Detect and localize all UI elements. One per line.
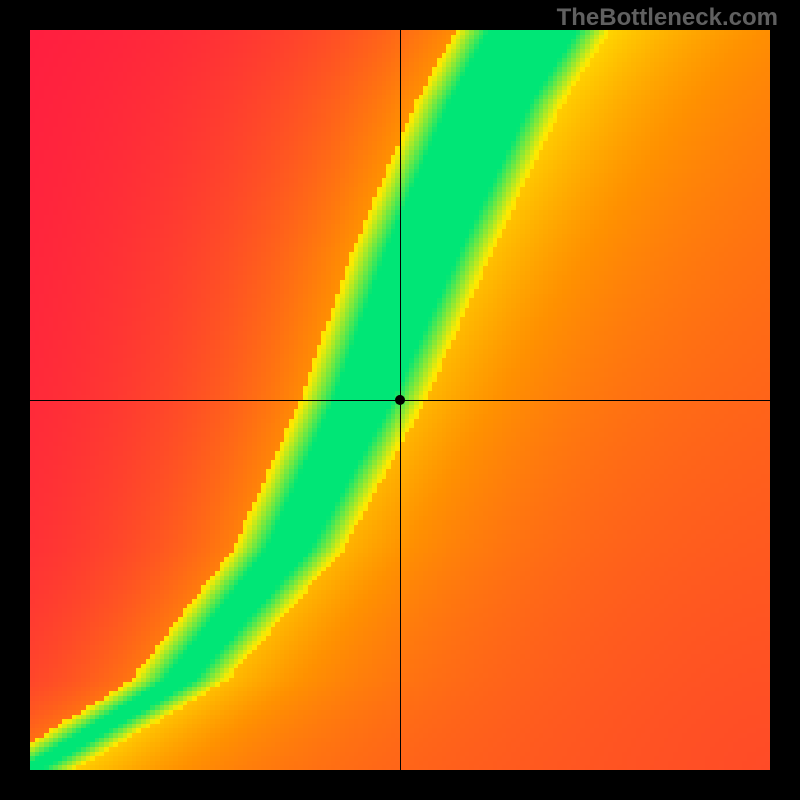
watermark-text: TheBottleneck.com xyxy=(557,4,778,32)
bottleneck-heatmap xyxy=(30,30,770,770)
